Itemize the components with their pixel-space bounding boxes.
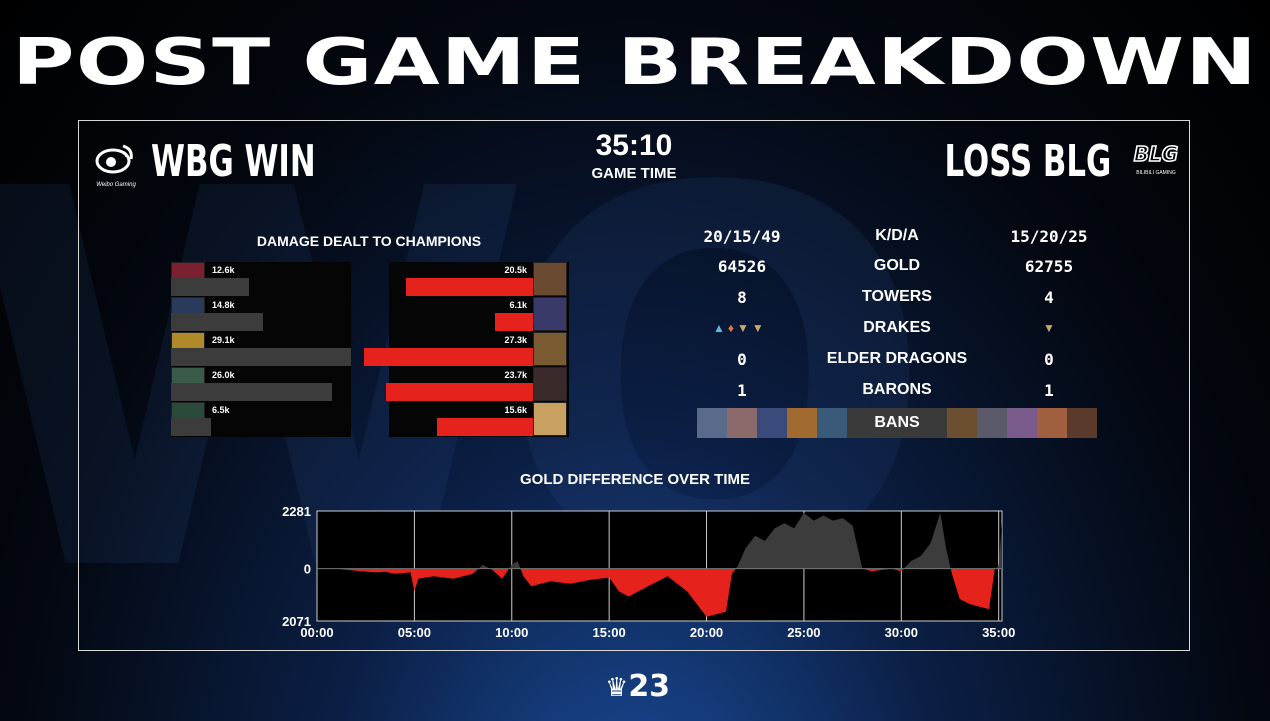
x-axis-tick-label: 20:00 [690,625,723,640]
right-champion-portrait [533,402,567,436]
right-ban-portrait [1067,408,1097,438]
game-time-value: 35:10 [595,129,673,162]
right-stat-value: 4 [1044,288,1054,307]
worlds-crest-icon: ♛ [605,673,629,703]
wbg-logo: Weibo Gaming [93,141,139,188]
right-ban-portrait [1037,408,1067,438]
right-champion-portrait [533,297,567,331]
left-ban-portrait [817,408,847,438]
right-damage-label: 27.3k [504,335,527,345]
damage-title: DAMAGE DEALT TO CHAMPIONS [256,233,482,249]
left-damage-bar [171,418,211,436]
x-axis-tick-label: 10:00 [495,625,528,640]
blg-logo-text: BILIBILI GAMING [1136,170,1176,176]
stat-label: GOLD [873,257,921,274]
left-damage-label: 6.5k [212,405,230,415]
right-champion-portrait [533,367,567,401]
x-axis-tick-label: 15:00 [593,625,626,640]
left-damage-label: 14.8k [212,300,235,310]
right-damage-bar [364,348,533,366]
right-champion-portrait [533,262,567,296]
page-title: POST GAME BREAKDOWN [12,26,1258,100]
left-damage-label: 26.0k [212,370,235,380]
left-drakes: ▲♦▼▼ [713,321,767,335]
right-drakes: ▼ [1043,321,1058,335]
left-stat-value: 1 [737,381,747,400]
right-damage-bar [386,383,533,401]
bans-label: BANS [847,408,947,438]
stat-label: K/D/A [875,227,919,244]
x-axis-tick-label: 30:00 [885,625,918,640]
infernal-drake-icon: ♦ [727,321,738,335]
left-damage-bar [171,383,332,401]
right-stat-value: 62755 [1024,257,1074,276]
mountain-drake-icon: ▼ [751,321,767,335]
left-damage-label: 12.6k [212,265,235,275]
right-champion-portrait [533,332,567,366]
svg-text:BLG: BLG [1134,143,1178,166]
left-ban-portrait [757,408,787,438]
left-damage-label: 29.1k [212,335,235,345]
right-ban-portrait [977,408,1007,438]
blg-logo: BLG BILIBILI GAMING [1129,141,1183,176]
left-ban-portrait [727,408,757,438]
mountain-drake-icon: ▼ [1043,321,1058,335]
right-stat-value: 15/20/25 [1010,227,1088,246]
x-axis-tick-label: 05:00 [398,625,431,640]
weibo-eye-icon [95,144,133,174]
gold-lead-area-blg [317,568,1002,617]
left-ban-portrait [697,408,727,438]
left-damage-bar [171,313,263,331]
left-stat-value: 0 [737,350,747,369]
game-time-label: GAME TIME [591,165,677,182]
mountain-drake-icon: ▼ [737,321,752,335]
left-damage-bar [171,348,351,366]
worlds-logo: ♛23 [605,669,670,704]
left-stat-value: 8 [737,288,747,307]
right-damage-bar [437,418,533,436]
left-damage-bar [171,278,249,296]
worlds-year: 23 [628,669,671,704]
right-damage-label: 6.1k [509,300,527,310]
left-team-name: WBG WIN [151,136,316,187]
stats-panel: Weibo Gaming WBG WIN 35:10 GAME TIME LOS… [78,120,1190,651]
right-damage-bar [406,278,533,296]
right-damage-label: 15.6k [504,405,527,415]
x-axis-tick-label: 25:00 [787,625,820,640]
x-axis-tick-label: 00:00 [300,625,333,640]
y-axis-zero-label: 0 [304,562,311,577]
ocean-drake-icon: ▲ [713,321,728,335]
right-stat-value: 0 [1044,350,1054,369]
right-ban-portrait [947,408,977,438]
gold-chart-title: GOLD DIFFERENCE OVER TIME [519,471,750,488]
right-damage-bar [495,313,533,331]
y-axis-bottom-label: 2071 [282,614,311,629]
left-ban-portrait [787,408,817,438]
right-damage-label: 23.7k [504,370,527,380]
blg-logo-icon: BLG [1133,141,1179,167]
left-stat-value: 64526 [717,257,767,276]
x-axis-tick-label: 35:00 [982,625,1015,640]
stat-label: ELDER DRAGONS [826,350,968,367]
right-damage-label: 20.5k [504,265,527,275]
wbg-logo-text: Weibo Gaming [96,182,136,188]
chart-plot-area [316,510,1003,622]
right-team-name: LOSS BLG [944,136,1111,187]
left-stat-value: 20/15/49 [703,227,781,246]
right-stat-value: 1 [1044,381,1054,400]
stat-label: TOWERS [862,288,932,305]
stat-label: BARONS [862,381,932,398]
y-axis-top-label: 2281 [282,504,311,519]
stat-label: DRAKES [863,319,931,336]
right-ban-portrait [1007,408,1037,438]
